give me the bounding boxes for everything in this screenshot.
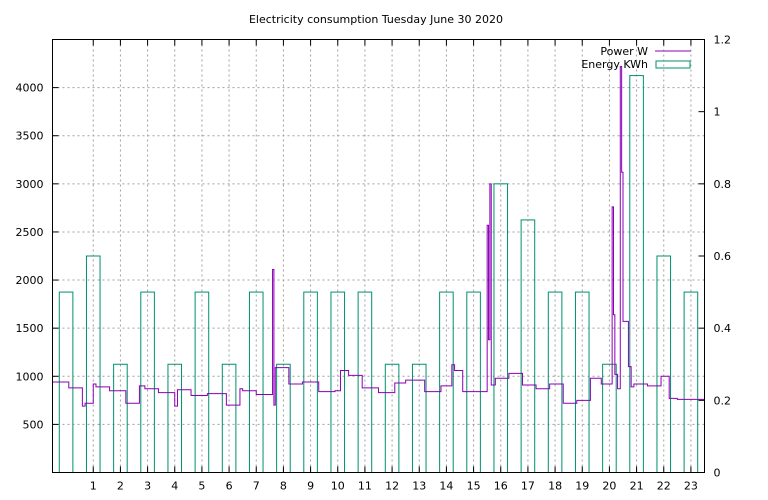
grid	[52, 39, 705, 473]
legend-label-energy: Energy KWh	[581, 58, 648, 71]
y2-tick-label: 1.2	[714, 34, 732, 47]
y-tick-label: 4000	[16, 82, 44, 95]
x-tick-label: 23	[684, 480, 698, 493]
x-tick-label: 16	[494, 480, 508, 493]
legend: Power W Energy KWh	[581, 45, 691, 71]
y-tick-label: 2500	[16, 226, 44, 239]
x-tick-label: 14	[439, 480, 453, 493]
y-tick-label: 3500	[16, 130, 44, 143]
energy-bars	[58, 75, 699, 474]
x-tick-label: 2	[117, 480, 124, 493]
x-tick-label: 1	[90, 480, 97, 493]
y-tick-label: 1500	[16, 322, 44, 335]
chart-title: Electricity consumption Tuesday June 30 …	[249, 13, 503, 26]
x-tick-label: 22	[657, 480, 671, 493]
y2-tick-label: 0.2	[714, 394, 732, 407]
energy-bar	[493, 183, 509, 473]
x-tick-label: 20	[602, 480, 616, 493]
plot-frame	[52, 39, 705, 473]
x-tick-label: 8	[280, 480, 287, 493]
power-line	[52, 65, 705, 407]
x-tick-label: 10	[331, 480, 345, 493]
x-tick-label: 21	[630, 480, 644, 493]
x-tick-label: 12	[385, 480, 399, 493]
y2-tick-label: 1	[714, 106, 721, 119]
x-tick-label: 5	[198, 480, 205, 493]
power-line-group	[52, 65, 705, 407]
y-tick-label: 2000	[16, 274, 44, 287]
y-tick-label: 1000	[16, 370, 44, 383]
legend-swatch-energy	[655, 60, 691, 69]
y2-tick-label: 0.6	[714, 250, 732, 263]
y-tick-label: 3000	[16, 178, 44, 191]
y2-tick-label: 0	[714, 467, 721, 480]
x-tick-label: 6	[226, 480, 233, 493]
x-tick-label: 19	[575, 480, 589, 493]
x-tick-label: 3	[144, 480, 151, 493]
x-tick-label: 7	[253, 480, 260, 493]
y2-tick-label: 0.8	[714, 178, 732, 191]
x-tick-label: 17	[521, 480, 535, 493]
y2-tick-label: 0.4	[714, 322, 732, 335]
x-tick-label: 15	[467, 480, 481, 493]
x-tick-label: 13	[412, 480, 426, 493]
x-tick-label: 9	[307, 480, 314, 493]
legend-label-power: Power W	[600, 45, 648, 58]
x-tick-label: 18	[548, 480, 562, 493]
x-tick-label: 4	[171, 480, 178, 493]
x-tick-label: 11	[358, 480, 372, 493]
y-tick-label: 500	[23, 418, 44, 431]
axes: 1 2 3 4 5 6 7 8 9 10 11 12 13 14 15 16 17 18 19 20 21 22 23500…	[16, 34, 732, 493]
